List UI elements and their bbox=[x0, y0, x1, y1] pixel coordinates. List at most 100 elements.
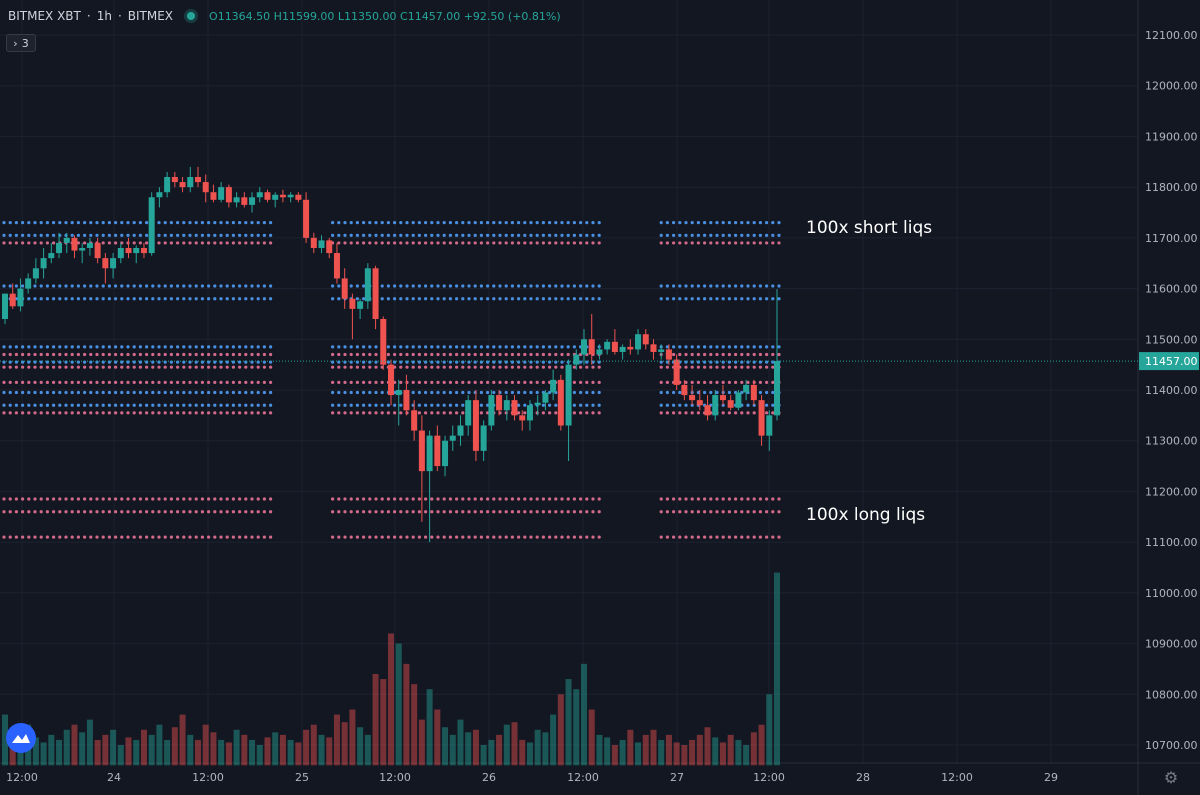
candle-body bbox=[179, 182, 186, 188]
short-liq-dot bbox=[114, 297, 118, 301]
long-liq-dot bbox=[52, 365, 56, 369]
candle-body bbox=[619, 346, 626, 352]
long-liq-dot bbox=[746, 380, 750, 384]
long-liq-dot bbox=[504, 411, 508, 415]
indicators-toggle-button[interactable]: › 3 bbox=[6, 34, 36, 52]
long-liq-dot bbox=[560, 352, 564, 357]
long-liq-dot bbox=[715, 241, 719, 245]
gear-icon[interactable]: ⚙ bbox=[1163, 767, 1179, 787]
long-liq-dot bbox=[473, 352, 477, 357]
volume-bar bbox=[94, 739, 101, 766]
long-liq-dot bbox=[269, 411, 273, 415]
candle-body bbox=[758, 400, 765, 436]
short-liq-dot bbox=[740, 297, 744, 301]
candle-body bbox=[133, 248, 140, 254]
long-liq-dot bbox=[368, 510, 372, 514]
short-liq-dot bbox=[89, 221, 93, 225]
long-liq-dot bbox=[8, 510, 12, 514]
short-liq-dot bbox=[83, 360, 87, 364]
long-liq-dot bbox=[64, 411, 68, 415]
candle-body bbox=[681, 384, 688, 396]
candle-body bbox=[380, 319, 387, 365]
short-liq-dot bbox=[758, 297, 763, 301]
long-liq-dot bbox=[765, 411, 769, 415]
long-liq-dot bbox=[337, 535, 341, 539]
short-liq-dot bbox=[262, 360, 266, 364]
volume-bar bbox=[195, 739, 201, 766]
long-liq-dot bbox=[89, 535, 93, 539]
short-liq-dot bbox=[597, 297, 601, 301]
short-liq-dot bbox=[504, 297, 508, 301]
short-liq-dot bbox=[504, 284, 508, 288]
long-liq-dot bbox=[95, 352, 99, 357]
short-liq-dot bbox=[33, 403, 37, 407]
long-liq-dot bbox=[579, 510, 583, 514]
short-liq-dot bbox=[76, 221, 80, 225]
long-liq-dot bbox=[250, 352, 254, 357]
long-liq-dot bbox=[734, 365, 738, 369]
long-liq-dot bbox=[461, 241, 465, 245]
long-liq-dot bbox=[492, 510, 496, 514]
short-liq-dot bbox=[411, 233, 415, 237]
short-liq-dot bbox=[479, 284, 483, 288]
short-liq-dot bbox=[659, 297, 663, 301]
candle-body bbox=[357, 301, 364, 309]
long-liq-dot bbox=[442, 352, 446, 357]
long-liq-dot bbox=[126, 497, 130, 501]
long-liq-dot bbox=[151, 510, 155, 514]
short-liq-dot bbox=[368, 221, 372, 225]
long-liq-dot bbox=[455, 535, 459, 539]
long-liq-dot bbox=[554, 352, 558, 357]
short-liq-dot bbox=[362, 297, 366, 301]
long-liq-dot bbox=[479, 352, 483, 357]
short-liq-dot bbox=[585, 233, 589, 237]
long-liq-dot bbox=[740, 497, 744, 501]
candle-body bbox=[480, 425, 487, 451]
volume-bar bbox=[704, 727, 711, 766]
short-liq-dot bbox=[349, 403, 353, 407]
long-liq-dot bbox=[39, 365, 43, 369]
long-liq-dot bbox=[70, 380, 74, 384]
long-liq-dot bbox=[758, 535, 763, 539]
short-liq-dot bbox=[597, 403, 601, 407]
short-liq-dot bbox=[256, 390, 260, 395]
volume-bar bbox=[596, 734, 603, 766]
long-liq-dot bbox=[560, 365, 564, 369]
short-liq-dot bbox=[256, 284, 260, 288]
short-liq-dot bbox=[461, 284, 465, 288]
short-liq-dot bbox=[126, 297, 130, 301]
short-liq-dot bbox=[467, 390, 471, 395]
long-liq-dot bbox=[337, 365, 341, 369]
short-liq-dot bbox=[95, 390, 99, 395]
short-liq-dot bbox=[52, 345, 56, 349]
long-liq-dot bbox=[188, 380, 192, 384]
long-liq-dot bbox=[703, 535, 707, 539]
long-liq-dot bbox=[256, 535, 260, 539]
short-liq-dot bbox=[120, 233, 124, 237]
long-liq-dot bbox=[231, 380, 235, 384]
short-liq-dot bbox=[393, 233, 397, 237]
long-liq-dot bbox=[349, 352, 353, 357]
long-liq-dot bbox=[541, 510, 546, 514]
long-liq-dot bbox=[194, 411, 198, 415]
symbol-label[interactable]: BITMEX XBT bbox=[8, 9, 81, 23]
long-liq-dot bbox=[461, 510, 465, 514]
long-liq-dot bbox=[479, 497, 483, 501]
short-liq-dot bbox=[486, 221, 490, 225]
volume-bar bbox=[310, 724, 317, 766]
long-liq-dot bbox=[14, 510, 18, 514]
long-liq-dot bbox=[591, 241, 595, 245]
short-liq-dot bbox=[238, 233, 242, 237]
tradingview-logo-icon[interactable] bbox=[6, 723, 36, 753]
interval-label[interactable]: 1h bbox=[96, 9, 112, 23]
volume-bar bbox=[71, 724, 78, 766]
long-liq-dot bbox=[138, 411, 142, 415]
short-liq-dot bbox=[529, 284, 533, 288]
short-liq-dot bbox=[399, 403, 403, 407]
short-liq-dot bbox=[21, 345, 25, 349]
long-liq-dot bbox=[727, 352, 732, 357]
short-liq-dot bbox=[771, 403, 775, 407]
long-liq-dot bbox=[52, 380, 56, 384]
short-liq-dot bbox=[467, 233, 471, 237]
